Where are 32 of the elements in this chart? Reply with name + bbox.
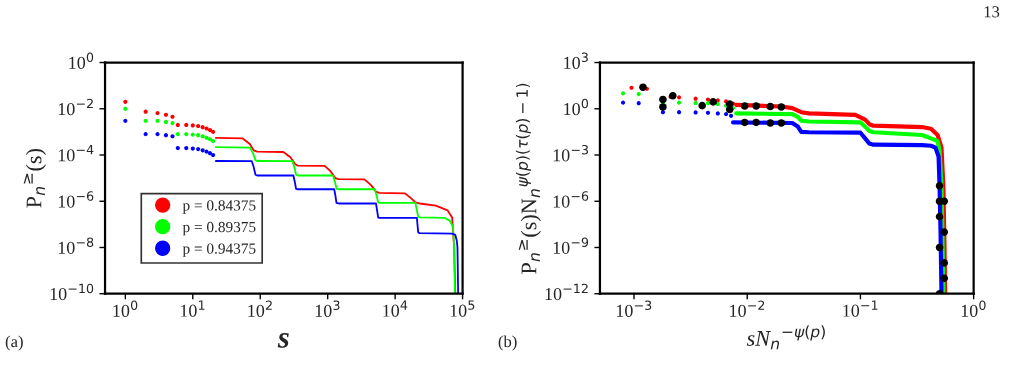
x-tick-label: 10$^{3}$ [315,300,340,317]
x-tick-label: 10$^{0}$ [961,300,986,317]
x-tick-label: 10$^{1}$ [180,300,205,317]
legend-label: p = 0.94375 [182,243,256,257]
y-axis-title: P$_{n}$$^{≥}$(s) [23,148,46,208]
y-tick-label: 10$^{−12}$ [545,283,588,301]
x-axis-title: s [277,333,289,348]
y-tick-label: 10$^{−9}$ [553,237,589,254]
y-tick-label: 10$^{−10}$ [50,283,94,301]
y-tick-label: 10$^{0}$ [564,98,589,116]
x-tick-label: 10$^{0}$ [113,300,138,317]
text: 13 [984,6,1000,18]
x-tick-label: 10$^{−1}$ [843,300,878,317]
y-tick-label: 10$^{3}$ [564,52,588,69]
y-tick-label: 10$^{−3}$ [553,144,588,162]
legend-label: p = 0.89375 [182,221,256,236]
x-tick-label: 10$^{−2}$ [730,300,765,317]
y-tick-label: 10$^{−6}$ [553,191,589,208]
y-tick-label: 10$^{0}$ [69,52,94,69]
x-tick-label: 10$^{2}$ [248,300,272,317]
x-axis-title: sN$_{n}$$^{−ψ(p)}$ [746,325,825,350]
y-axis-title: P$_{n}$$^{≥}$(s)N$_{n}$$^{ψ(p)(τ(p)−1)}$ [515,83,541,274]
text: (a) [5,335,23,351]
y-tick-label: 10$^{−2}$ [58,98,93,116]
y-tick-label: 10$^{−8}$ [58,237,94,254]
y-tick-label: 10$^{−6}$ [58,191,94,208]
legend-label: p = 0.84375 [182,200,256,214]
text: (b) [498,335,517,351]
x-tick-label: 10$^{5}$ [450,300,475,317]
y-tick-label: 10$^{−4}$ [58,145,94,162]
x-tick-label: 10$^{−3}$ [616,300,652,317]
x-tick-label: 10$^{4}$ [383,300,408,317]
